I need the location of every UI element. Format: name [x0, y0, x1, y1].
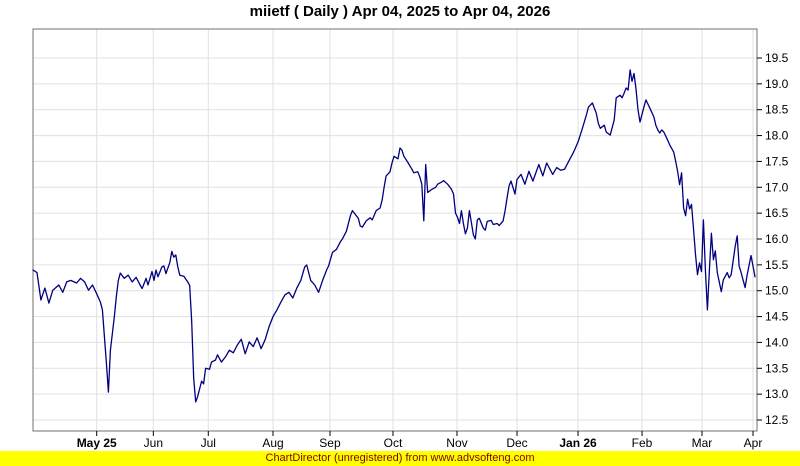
x-tick-label: Jan 26	[559, 436, 597, 450]
y-tick-label: 15.5	[765, 258, 789, 272]
x-tick-label: Jun	[144, 436, 163, 450]
y-tick-label: 16.0	[765, 232, 789, 246]
price-line	[32, 69, 756, 403]
watermark-footer: ChartDirector (unregistered) from www.ad…	[0, 451, 800, 466]
x-tick-label: Mar	[692, 436, 713, 450]
x-tick-label: Oct	[384, 436, 403, 450]
y-tick-label: 19.0	[765, 77, 789, 91]
y-tick-label: 18.5	[765, 103, 789, 117]
y-tick-label: 14.0	[765, 335, 789, 349]
x-tick-label: May 25	[77, 436, 117, 450]
y-tick-label: 17.0	[765, 180, 789, 194]
x-tick-label: Jul	[201, 436, 216, 450]
y-tick-label: 17.5	[765, 154, 789, 168]
y-tick-label: 12.5	[765, 413, 789, 427]
price-chart-plot: 12.5 13.0 13.5 14.0 14.5 15.0 15.5 16.0 16.5 17.0…	[32, 28, 789, 450]
chart-title: miietf ( Daily ) Apr 04, 2025 to Apr 04,…	[249, 3, 551, 20]
y-tick-label: 19.5	[765, 51, 789, 65]
x-tick-label: Nov	[446, 436, 467, 450]
y-tick-label: 15.0	[765, 284, 789, 298]
x-tick-label: Apr	[744, 436, 763, 450]
y-tick-label: 14.5	[765, 310, 789, 324]
x-tick-label: Sep	[319, 436, 341, 450]
x-tick-label: Feb	[632, 436, 653, 450]
x-tick-label: Dec	[506, 436, 527, 450]
y-tick-label: 16.5	[765, 206, 789, 220]
watermark-text: ChartDirector (unregistered) from www.ad…	[265, 452, 535, 464]
x-tick-label: Aug	[262, 436, 283, 450]
y-tick-label: 13.0	[765, 387, 789, 401]
plot-border	[32, 28, 758, 432]
y-tick-label: 13.5	[765, 361, 789, 375]
y-tick-label: 18.0	[765, 129, 789, 143]
